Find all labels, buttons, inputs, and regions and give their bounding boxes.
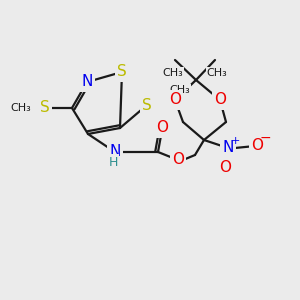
Text: CH₃: CH₃	[10, 103, 31, 113]
Text: O: O	[172, 152, 184, 167]
Text: O: O	[156, 121, 168, 136]
Text: CH₃: CH₃	[163, 68, 183, 78]
Text: CH₃: CH₃	[169, 85, 190, 95]
Text: CH₃: CH₃	[207, 68, 227, 78]
Text: S: S	[142, 98, 152, 112]
Text: O: O	[219, 160, 231, 175]
Text: H: H	[108, 155, 118, 169]
Text: S: S	[117, 64, 127, 80]
Text: +: +	[230, 136, 240, 146]
Text: −: −	[259, 131, 271, 145]
Text: N: N	[81, 74, 93, 89]
Text: N: N	[109, 145, 121, 160]
Text: O: O	[214, 92, 226, 107]
Text: O: O	[169, 92, 181, 107]
Text: O: O	[251, 139, 263, 154]
Text: S: S	[40, 100, 50, 116]
Text: N: N	[222, 140, 234, 155]
